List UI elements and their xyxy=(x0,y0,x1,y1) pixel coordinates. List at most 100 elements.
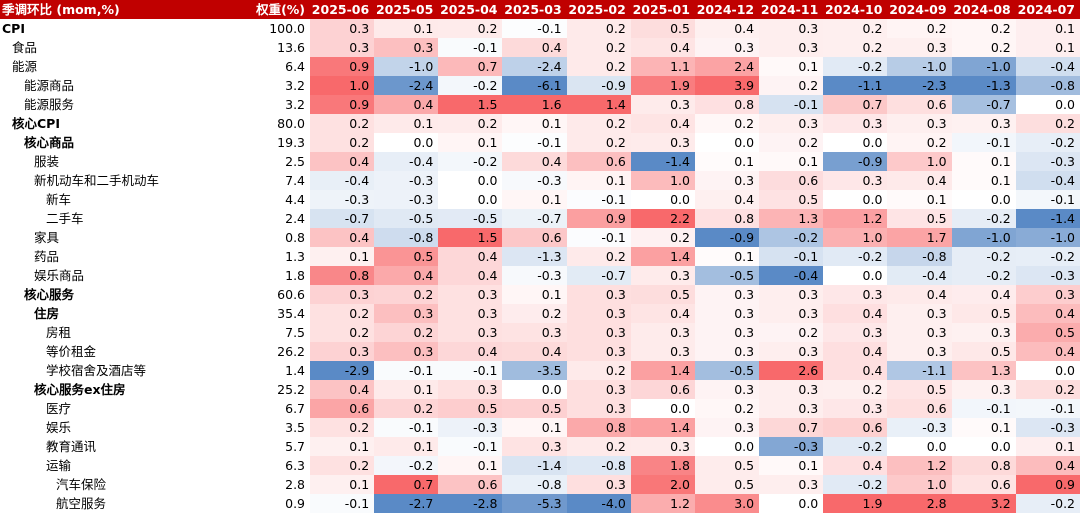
row-label: 核心CPI xyxy=(12,116,60,131)
header-month: 2024-09 xyxy=(887,0,952,19)
header-month: 2024-10 xyxy=(823,0,888,19)
value-cell: -0.1 xyxy=(438,38,503,57)
value-cell: 2.8 xyxy=(887,494,952,513)
header-weight: 权重(%) xyxy=(252,0,311,19)
value-cell: 0.9 xyxy=(310,57,375,76)
value-cell: 0.3 xyxy=(694,38,760,57)
value-cell: 0.3 xyxy=(438,323,503,342)
value-cell: -0.5 xyxy=(694,361,760,380)
row-label: 学校宿舍及酒店等 xyxy=(46,363,147,378)
value-cell: 0.1 xyxy=(694,152,760,171)
value-cell: -0.7 xyxy=(951,95,1016,114)
value-cell: 0.2 xyxy=(438,19,503,38)
value-cell: 0.2 xyxy=(374,323,439,342)
value-cell: 0.1 xyxy=(310,475,375,494)
value-cell: 0.3 xyxy=(887,114,952,133)
table-row: 核心服务ex住房 25.2 0.4 0.1 0.3 0.0 0.3 0.6 0.3 0.3 0.2 0… xyxy=(0,380,1080,399)
row-label: 家具 xyxy=(34,230,60,245)
value-cell: 0.1 xyxy=(759,456,824,475)
value-cell: 1.3 xyxy=(951,361,1016,380)
value-cell: 0.0 xyxy=(1015,361,1080,380)
value-cell: 0.3 xyxy=(566,342,631,361)
value-cell: 0.2 xyxy=(1015,380,1080,399)
weight-cell: 7.5 xyxy=(285,325,306,340)
row-label: 新车 xyxy=(46,192,72,207)
header-month: 2024-07 xyxy=(1015,0,1080,19)
value-cell: 0.3 xyxy=(694,342,760,361)
value-cell: 0.4 xyxy=(310,152,375,171)
header-month: 2025-01 xyxy=(630,0,695,19)
value-cell: -0.5 xyxy=(438,209,503,228)
value-cell: 0.0 xyxy=(438,171,503,190)
value-cell: 0.1 xyxy=(1015,38,1080,57)
value-cell: 0.2 xyxy=(310,114,375,133)
row-label: 核心商品 xyxy=(24,135,75,150)
value-cell: 0.2 xyxy=(310,304,375,323)
value-cell: 0.3 xyxy=(823,399,888,418)
value-cell: -0.7 xyxy=(310,209,375,228)
value-cell: 0.2 xyxy=(887,19,952,38)
value-cell: -5.3 xyxy=(502,494,567,513)
value-cell: 0.2 xyxy=(566,38,631,57)
value-cell: 0.2 xyxy=(951,38,1016,57)
value-cell: 0.0 xyxy=(694,437,760,456)
value-cell: -0.4 xyxy=(1015,171,1080,190)
row-label: 能源 xyxy=(12,59,38,74)
value-cell: 0.0 xyxy=(759,494,824,513)
value-cell: -0.4 xyxy=(759,266,824,285)
value-cell: 0.6 xyxy=(887,399,952,418)
value-cell: 1.9 xyxy=(630,76,695,95)
value-cell: 0.3 xyxy=(502,323,567,342)
value-cell: 0.6 xyxy=(887,95,952,114)
value-cell: 0.4 xyxy=(823,456,888,475)
value-cell: -0.3 xyxy=(1015,418,1080,437)
value-cell: 0.1 xyxy=(502,418,567,437)
value-cell: 0.0 xyxy=(951,190,1016,209)
header-label: 季调环比 (mom,%) xyxy=(0,0,253,19)
value-cell: 2.2 xyxy=(630,209,695,228)
value-cell: -1.1 xyxy=(887,361,952,380)
table-row: 食品 13.6 0.3 0.3 -0.1 0.4 0.2 0.4 0.3 0.3 0.2 0.3 0.2… xyxy=(0,38,1080,57)
value-cell: 0.1 xyxy=(759,57,824,76)
value-cell: -0.3 xyxy=(374,190,439,209)
table-row: 航空服务 0.9 -0.1 -2.7 -2.8 -5.3 -4.0 1.2 3.0 0.0 1.9 2… xyxy=(0,494,1080,513)
value-cell: 0.2 xyxy=(694,114,760,133)
value-cell: 0.9 xyxy=(1015,475,1080,494)
weight-cell: 80.0 xyxy=(277,116,306,131)
table-row: 能源商品 3.2 1.0 -2.4 -0.2 -6.1 -0.9 1.9 3.9 0.2 -1.1-… xyxy=(0,76,1080,95)
value-cell: -0.4 xyxy=(887,266,952,285)
value-cell: -0.1 xyxy=(438,361,503,380)
value-cell: 0.2 xyxy=(310,323,375,342)
value-cell: -0.1 xyxy=(374,418,439,437)
value-cell: 0.3 xyxy=(951,380,1016,399)
weight-cell: 6.4 xyxy=(285,59,306,74)
value-cell: 0.3 xyxy=(759,114,824,133)
value-cell: 0.0 xyxy=(951,437,1016,456)
value-cell: 0.1 xyxy=(502,190,567,209)
value-cell: 0.4 xyxy=(374,266,439,285)
row-label: 核心服务ex住房 xyxy=(34,382,126,397)
value-cell: -2.4 xyxy=(502,57,567,76)
header-row: 季调环比 (mom,%) 权重(%) 2025-06 2025-05 2025-… xyxy=(0,0,1080,19)
value-cell: -0.2 xyxy=(823,475,888,494)
value-cell: 0.0 xyxy=(823,190,888,209)
weight-cell: 0.9 xyxy=(285,496,306,511)
value-cell: -0.8 xyxy=(502,475,567,494)
weight-cell: 1.3 xyxy=(285,249,306,264)
value-cell: 0.5 xyxy=(951,304,1016,323)
value-cell: 0.1 xyxy=(310,437,375,456)
value-cell: 0.7 xyxy=(374,475,439,494)
value-cell: 3.0 xyxy=(694,494,760,513)
weight-cell: 25.2 xyxy=(277,382,306,397)
value-cell: -0.4 xyxy=(1015,57,1080,76)
value-cell: 1.0 xyxy=(630,171,695,190)
value-cell: -0.3 xyxy=(1015,152,1080,171)
header-month: 2025-03 xyxy=(502,0,567,19)
value-cell: 0.3 xyxy=(310,342,375,361)
value-cell: 0.2 xyxy=(566,133,631,152)
row-label: 新机动车和二手机动车 xyxy=(34,173,160,188)
value-cell: -2.7 xyxy=(374,494,439,513)
table-row: 核心商品 19.3 0.2 0.0 0.1 -0.1 0.2 0.3 0.0 0.2 0.0 0.2-… xyxy=(0,133,1080,152)
value-cell: -1.4 xyxy=(630,152,695,171)
row-label: 运输 xyxy=(46,458,72,473)
